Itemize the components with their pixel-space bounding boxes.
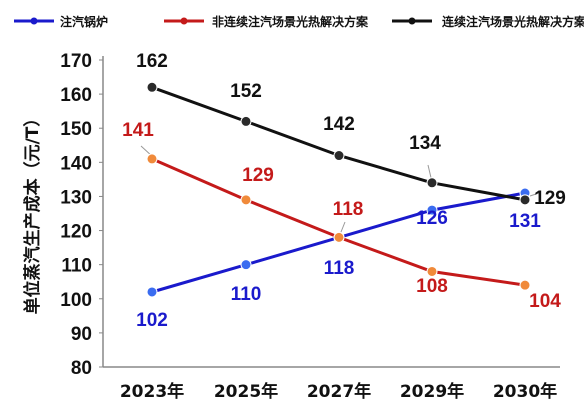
x-tick-label: 2027年 (307, 381, 371, 402)
data-label: 129 (242, 165, 274, 186)
y-tick-label: 150 (60, 119, 92, 140)
legend-label: 非连续注汽场景光热解决方案 (212, 14, 369, 29)
data-point (519, 279, 531, 291)
y-tick-label: 160 (60, 85, 92, 106)
y-tick-label: 80 (71, 358, 92, 379)
y-tick-label: 130 (60, 187, 92, 208)
y-tick-label: 170 (60, 51, 92, 72)
data-point (426, 265, 438, 277)
data-point (240, 259, 252, 271)
data-point (519, 194, 531, 206)
data-label: 162 (136, 51, 168, 72)
data-label: 152 (230, 81, 262, 102)
legend-marker (180, 17, 188, 25)
data-label: 126 (416, 208, 448, 229)
legend-marker (30, 17, 38, 25)
data-point (146, 153, 158, 165)
data-label: 104 (529, 291, 561, 312)
y-tick-label: 140 (60, 153, 92, 174)
data-point (240, 115, 252, 127)
x-tick-label: 2025年 (214, 381, 278, 402)
x-tick-label: 2023年 (120, 381, 184, 402)
data-label: 118 (333, 199, 364, 220)
data-point (333, 150, 345, 162)
data-point (333, 231, 345, 243)
legend-marker (408, 17, 416, 25)
data-label: 102 (136, 310, 168, 331)
data-label: 118 (324, 258, 355, 279)
y-axis-label: 单位蒸汽生产成本（元/T） (22, 110, 43, 315)
data-point (146, 286, 158, 298)
x-tick-label: 2029年 (400, 381, 464, 402)
legend-label: 连续注汽场景光热解决方案 (442, 14, 584, 29)
data-label: 134 (409, 133, 441, 154)
data-label: 141 (122, 120, 154, 141)
x-tick-label: 2030年 (493, 381, 557, 402)
data-label: 129 (534, 188, 566, 209)
y-tick-label: 90 (71, 324, 92, 345)
data-label: 110 (231, 284, 262, 305)
data-point (426, 177, 438, 189)
y-tick-label: 120 (60, 222, 92, 243)
data-point (240, 194, 252, 206)
y-tick-label: 100 (60, 290, 92, 311)
data-point (146, 81, 158, 93)
data-label: 131 (509, 211, 541, 232)
leader-line (529, 192, 540, 197)
legend-label: 注汽锅炉 (60, 14, 108, 29)
data-label: 142 (323, 114, 355, 135)
y-tick-label: 110 (61, 256, 92, 277)
data-label: 108 (416, 276, 448, 297)
data-point (426, 204, 438, 216)
